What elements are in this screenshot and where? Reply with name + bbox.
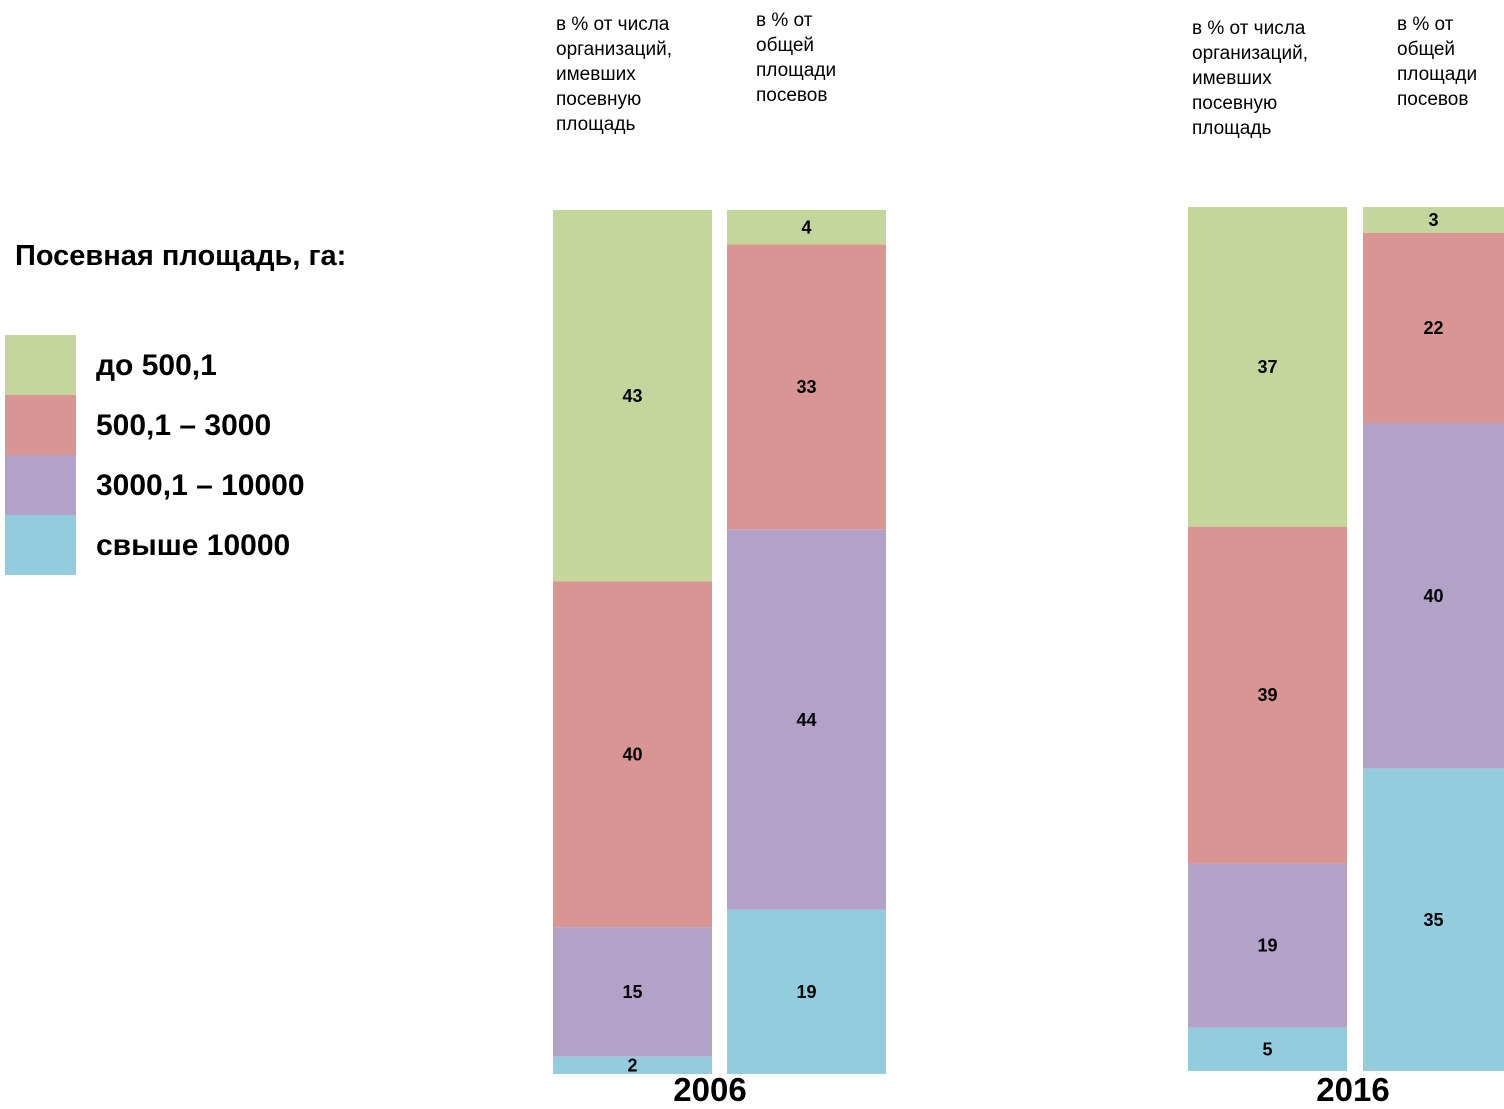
bar-segment-2016-by-count-3 <box>1188 1027 1347 1071</box>
column-header-2016-by-count: в % от числа организаций, имевших посевн… <box>1192 18 1308 139</box>
legend-swatch <box>5 455 76 515</box>
legend-title: Посевная площадь, га: <box>15 240 347 272</box>
legend-swatch <box>5 335 76 395</box>
bar-segment-2016-by-count-0 <box>1188 207 1347 527</box>
bar-value-label: 40 <box>622 744 642 764</box>
legend-label: 3000,1 – 10000 <box>96 469 305 502</box>
bar-value-label: 4 <box>801 217 811 237</box>
column-header-2006-by-area: в % от общей площади посевов <box>756 10 837 106</box>
legend-swatch <box>5 515 76 575</box>
bar-value-label: 19 <box>1257 936 1277 956</box>
bar-segment-2016-by-count-1 <box>1188 526 1347 864</box>
bar-value-label: 3 <box>1428 210 1438 230</box>
column-header-2006-by-count: в % от числа организаций, имевших посевн… <box>556 14 672 135</box>
bar-segment-2006-by-area-2 <box>727 529 886 910</box>
column-header-2016-by-area: в % от общей площади посевов <box>1397 14 1478 110</box>
bar-value-label: 44 <box>796 710 816 730</box>
bar-value-label: 33 <box>796 377 816 397</box>
legend-swatch <box>5 395 76 455</box>
bar-segment-2006-by-count-3 <box>553 1056 712 1074</box>
legend-item-500-3000: 500,1 – 3000 <box>5 395 405 455</box>
bar-value-label: 37 <box>1257 357 1277 377</box>
legend-item-3000-10000: 3000,1 – 10000 <box>5 455 405 515</box>
year-label-2006: 2006 <box>673 1071 747 1108</box>
bar-value-label: 15 <box>622 982 642 1002</box>
bar-segment-2016-by-area-3 <box>1363 768 1504 1071</box>
legend-label: свыше 10000 <box>96 529 291 562</box>
bar-value-label: 19 <box>796 982 816 1002</box>
bar-segment-2006-by-count-2 <box>553 927 712 1057</box>
bar-value-label: 35 <box>1423 910 1443 930</box>
bar-segment-2016-by-area-0 <box>1363 207 1504 233</box>
bar-segment-2016-by-count-2 <box>1188 863 1347 1028</box>
bar-segment-2006-by-area-0 <box>727 210 886 245</box>
bar-value-label: 40 <box>1423 586 1443 606</box>
bar-value-label: 43 <box>622 386 642 406</box>
bar-value-label: 22 <box>1423 318 1443 338</box>
legend-label: до 500,1 <box>96 349 217 382</box>
bar-segment-2006-by-count-0 <box>553 210 712 582</box>
legend-item-over-10000: свыше 10000 <box>5 515 405 575</box>
bar-segment-2006-by-count-1 <box>553 581 712 928</box>
bar-value-label: 2 <box>627 1055 637 1075</box>
bar-segment-2016-by-area-1 <box>1363 232 1504 423</box>
bar-value-label: 39 <box>1257 685 1277 705</box>
legend-item-under-500: до 500,1 <box>5 335 405 395</box>
legend-label: 500,1 – 3000 <box>96 409 272 442</box>
year-label-2016: 2016 <box>1316 1071 1390 1108</box>
bar-segment-2006-by-area-3 <box>727 909 886 1074</box>
bar-segment-2016-by-area-2 <box>1363 423 1504 769</box>
bar-value-label: 5 <box>1262 1039 1272 1059</box>
bar-segment-2006-by-area-1 <box>727 244 886 530</box>
